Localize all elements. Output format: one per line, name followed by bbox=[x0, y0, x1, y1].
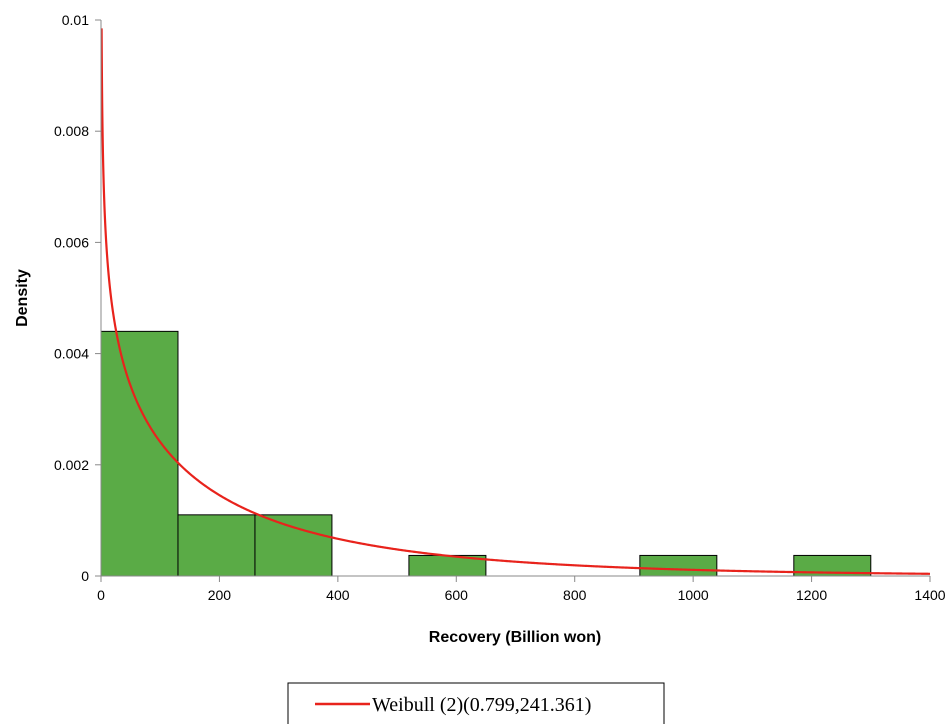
y-tick-label: 0.01 bbox=[62, 12, 89, 28]
histogram-bar bbox=[639, 554, 718, 577]
histogram-bar bbox=[100, 330, 179, 577]
y-tick-label: 0.002 bbox=[54, 457, 89, 473]
y-tick-label: 0.004 bbox=[54, 346, 89, 362]
histogram-bar bbox=[254, 514, 333, 577]
y-tick-label: 0.008 bbox=[54, 123, 89, 139]
y-tick-label: 0.006 bbox=[54, 234, 89, 250]
y-tick-label: 0 bbox=[81, 568, 89, 584]
x-tick-label: 600 bbox=[445, 587, 469, 603]
x-tick-label: 1400 bbox=[914, 587, 945, 603]
y-ticks: 0 0.002 0.004 0.006 0.008 0.01 bbox=[54, 12, 101, 584]
x-tick-label: 0 bbox=[97, 587, 105, 603]
x-ticks: 0 200 400 600 800 1000 1200 1400 bbox=[97, 576, 946, 603]
x-tick-label: 200 bbox=[208, 587, 232, 603]
axes bbox=[100, 20, 930, 577]
x-tick-label: 800 bbox=[563, 587, 587, 603]
histogram-bar bbox=[177, 514, 256, 577]
x-axis-title: Recovery (Billion won) bbox=[429, 629, 601, 646]
x-tick-label: 400 bbox=[326, 587, 350, 603]
weibull-curve bbox=[100, 28, 931, 575]
y-axis-title: Density bbox=[14, 269, 31, 327]
histogram-bars bbox=[100, 330, 872, 577]
legend-label: Weibull (2)(0.799,241.361) bbox=[372, 694, 591, 716]
x-tick-label: 1000 bbox=[678, 587, 709, 603]
legend: Weibull (2)(0.799,241.361) bbox=[287, 682, 665, 724]
x-tick-label: 1200 bbox=[796, 587, 827, 603]
